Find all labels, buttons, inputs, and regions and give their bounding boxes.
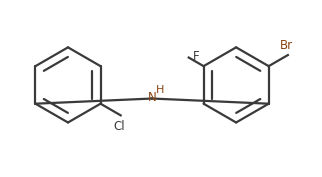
Text: Br: Br — [279, 39, 293, 52]
Text: Cl: Cl — [113, 120, 125, 133]
Text: H: H — [156, 85, 164, 95]
Text: F: F — [193, 50, 200, 63]
Text: N: N — [148, 91, 156, 104]
